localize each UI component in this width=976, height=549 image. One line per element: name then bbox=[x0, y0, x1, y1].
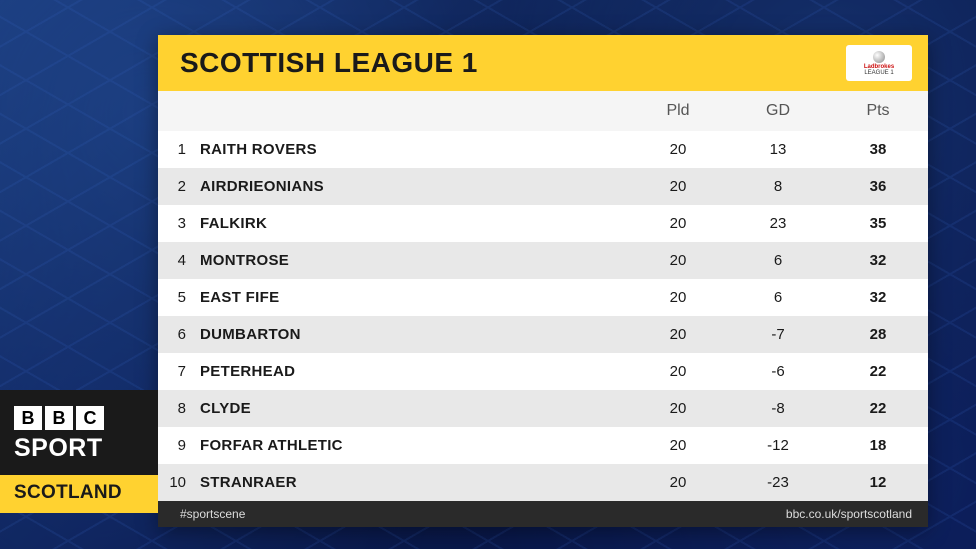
cell-pos: 6 bbox=[158, 326, 200, 343]
cell-pld: 20 bbox=[628, 400, 728, 417]
cell-pos: 7 bbox=[158, 363, 200, 380]
cell-pos: 1 bbox=[158, 141, 200, 158]
table-row: 9FORFAR ATHLETIC20-1218 bbox=[158, 427, 928, 464]
sponsor-line2: LEAGUE 1 bbox=[864, 70, 893, 76]
table-row: 10STRANRAER20-2312 bbox=[158, 464, 928, 501]
col-header-pts: Pts bbox=[828, 102, 928, 120]
bbc-sport-text: SPORT bbox=[14, 434, 144, 463]
cell-team: STRANRAER bbox=[200, 474, 628, 491]
bbc-scotland-text: SCOTLAND bbox=[0, 475, 158, 513]
cell-pts: 28 bbox=[828, 326, 928, 343]
footer-hashtag: #sportscene bbox=[180, 507, 245, 521]
cell-team: DUMBARTON bbox=[200, 326, 628, 343]
cell-team: AIRDRIEONIANS bbox=[200, 178, 628, 195]
bbc-brand-block: B B C SPORT SCOTLAND bbox=[0, 390, 158, 513]
cell-pos: 9 bbox=[158, 437, 200, 454]
cell-pts: 35 bbox=[828, 215, 928, 232]
table-row: 2AIRDRIEONIANS20836 bbox=[158, 168, 928, 205]
cell-team: CLYDE bbox=[200, 400, 628, 417]
league-table: Pld GD Pts 1RAITH ROVERS2013382AIRDRIEON… bbox=[158, 91, 928, 501]
title-bar: SCOTTISH LEAGUE 1 Ladbrokes LEAGUE 1 bbox=[158, 35, 928, 91]
bbc-block-2: B bbox=[45, 406, 73, 430]
bbc-block-3: C bbox=[76, 406, 104, 430]
cell-gd: -7 bbox=[728, 326, 828, 343]
cell-pld: 20 bbox=[628, 141, 728, 158]
cell-pos: 3 bbox=[158, 215, 200, 232]
cell-gd: 6 bbox=[728, 252, 828, 269]
cell-pld: 20 bbox=[628, 289, 728, 306]
cell-pts: 18 bbox=[828, 437, 928, 454]
col-header-gd: GD bbox=[728, 102, 828, 120]
cell-pld: 20 bbox=[628, 474, 728, 491]
cell-pld: 20 bbox=[628, 215, 728, 232]
col-header-pld: Pld bbox=[628, 102, 728, 120]
table-row: 8CLYDE20-822 bbox=[158, 390, 928, 427]
cell-pts: 36 bbox=[828, 178, 928, 195]
cell-gd: 6 bbox=[728, 289, 828, 306]
cell-pts: 32 bbox=[828, 252, 928, 269]
cell-pos: 10 bbox=[158, 474, 200, 491]
cell-gd: -6 bbox=[728, 363, 828, 380]
cell-pld: 20 bbox=[628, 363, 728, 380]
table-row: 6DUMBARTON20-728 bbox=[158, 316, 928, 353]
league-title: SCOTTISH LEAGUE 1 bbox=[180, 47, 478, 79]
cell-team: EAST FIFE bbox=[200, 289, 628, 306]
cell-pts: 12 bbox=[828, 474, 928, 491]
bbc-brand-top: B B C SPORT bbox=[0, 390, 158, 475]
table-header-row: Pld GD Pts bbox=[158, 91, 928, 131]
table-row: 5EAST FIFE20632 bbox=[158, 279, 928, 316]
sponsor-badge: Ladbrokes LEAGUE 1 bbox=[846, 45, 912, 81]
table-row: 7PETERHEAD20-622 bbox=[158, 353, 928, 390]
ball-icon bbox=[873, 51, 885, 63]
cell-pos: 4 bbox=[158, 252, 200, 269]
cell-gd: -8 bbox=[728, 400, 828, 417]
cell-pld: 20 bbox=[628, 178, 728, 195]
bbc-logo: B B C bbox=[14, 406, 144, 430]
league-table-panel: SCOTTISH LEAGUE 1 Ladbrokes LEAGUE 1 Pld… bbox=[158, 35, 928, 527]
footer-bar: #sportscene bbc.co.uk/sportscotland bbox=[158, 501, 928, 527]
cell-gd: -23 bbox=[728, 474, 828, 491]
table-row: 3FALKIRK202335 bbox=[158, 205, 928, 242]
cell-pos: 8 bbox=[158, 400, 200, 417]
cell-team: FORFAR ATHLETIC bbox=[200, 437, 628, 454]
cell-team: MONTROSE bbox=[200, 252, 628, 269]
cell-gd: 13 bbox=[728, 141, 828, 158]
cell-gd: 23 bbox=[728, 215, 828, 232]
table-row: 4MONTROSE20632 bbox=[158, 242, 928, 279]
cell-team: RAITH ROVERS bbox=[200, 141, 628, 158]
cell-pts: 32 bbox=[828, 289, 928, 306]
cell-team: FALKIRK bbox=[200, 215, 628, 232]
cell-pld: 20 bbox=[628, 252, 728, 269]
cell-pld: 20 bbox=[628, 437, 728, 454]
cell-gd: 8 bbox=[728, 178, 828, 195]
table-body: 1RAITH ROVERS2013382AIRDRIEONIANS208363F… bbox=[158, 131, 928, 501]
bbc-block-1: B bbox=[14, 406, 42, 430]
cell-pld: 20 bbox=[628, 326, 728, 343]
cell-gd: -12 bbox=[728, 437, 828, 454]
table-row: 1RAITH ROVERS201338 bbox=[158, 131, 928, 168]
cell-team: PETERHEAD bbox=[200, 363, 628, 380]
cell-pts: 22 bbox=[828, 363, 928, 380]
cell-pts: 38 bbox=[828, 141, 928, 158]
cell-pts: 22 bbox=[828, 400, 928, 417]
cell-pos: 5 bbox=[158, 289, 200, 306]
cell-pos: 2 bbox=[158, 178, 200, 195]
footer-url: bbc.co.uk/sportscotland bbox=[786, 507, 912, 521]
